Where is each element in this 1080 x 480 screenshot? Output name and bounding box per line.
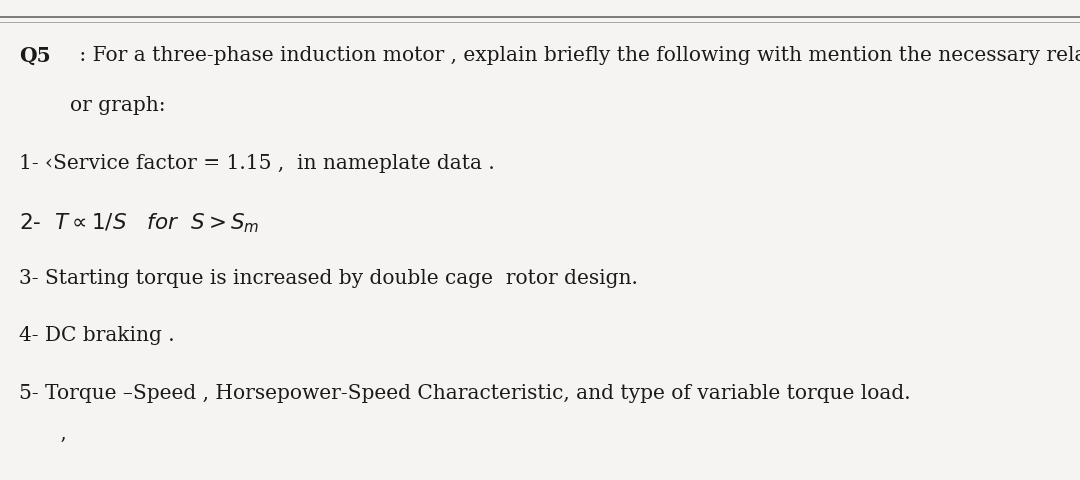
Text: 5- Torque –Speed , Horsepower-Speed Characteristic, and type of variable torque : 5- Torque –Speed , Horsepower-Speed Char…: [19, 384, 912, 403]
Text: 3- Starting torque is increased by double cage  rotor design.: 3- Starting torque is increased by doubl…: [19, 269, 638, 288]
Text: $2\text{-}\ \ T \propto 1/S \ \ \ \mathit{for} \ \ S > S_m$: $2\text{-}\ \ T \propto 1/S \ \ \ \mathi…: [19, 211, 260, 235]
Text: : For a three-phase induction motor , explain briefly the following with mention: : For a three-phase induction motor , ex…: [73, 46, 1080, 65]
Text: 4- DC braking .: 4- DC braking .: [19, 326, 175, 346]
Text: 1- ‹Service factor = 1.15 ,  in nameplate data .: 1- ‹Service factor = 1.15 , in nameplate…: [19, 154, 496, 173]
Text: ’: ’: [59, 437, 66, 456]
Text: Q5: Q5: [19, 46, 51, 66]
Text: or graph:: or graph:: [19, 96, 166, 115]
